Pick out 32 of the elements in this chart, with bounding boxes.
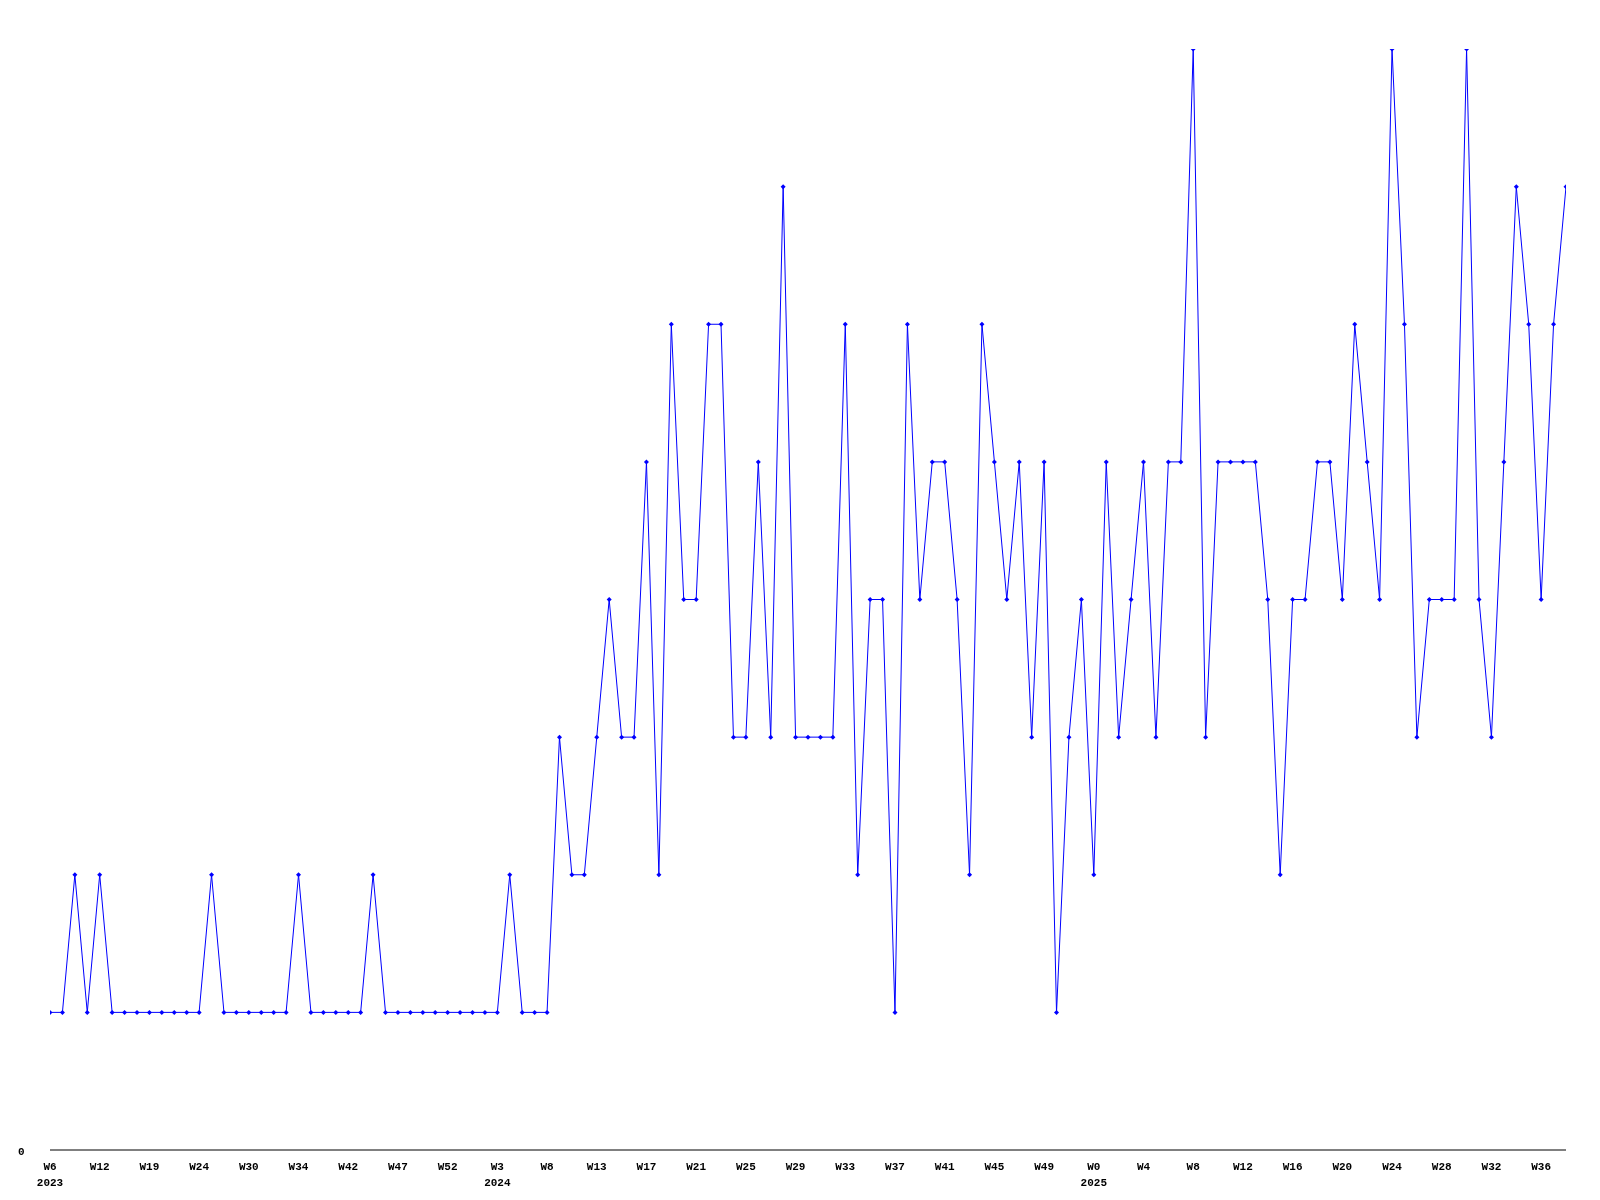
x-tick-label: W3 2024	[484, 1161, 511, 1189]
x-tick-label: W12	[1233, 1161, 1253, 1173]
x-tick-label: W47	[388, 1161, 408, 1173]
x-tick-label: W24	[1382, 1161, 1403, 1173]
x-tick-label: W16	[1282, 1161, 1303, 1173]
x-tick-label: W33	[835, 1161, 856, 1173]
x-tick-label: W37	[885, 1161, 905, 1173]
x-tick-label: W17	[636, 1161, 657, 1173]
x-tick-label: W8	[1186, 1161, 1201, 1173]
x-tick-label: W49	[1034, 1161, 1054, 1173]
x-tick-label: W13	[586, 1161, 608, 1173]
x-tick-label: W32	[1481, 1161, 1502, 1173]
x-tick-label: W52	[437, 1161, 458, 1173]
x-tick-label: W4	[1136, 1161, 1151, 1173]
text: 0	[18, 1146, 25, 1158]
x-tick-label: W19	[139, 1161, 160, 1173]
x-tick-label: W42	[338, 1161, 359, 1173]
x-tick-label: W6 2023	[36, 1161, 64, 1189]
x-tick-label: W45	[984, 1161, 1005, 1173]
x-tick-label: W8	[540, 1161, 555, 1173]
x-tick-label: W36	[1531, 1161, 1552, 1173]
x-tick-label: W0 2025	[1080, 1161, 1108, 1189]
x-tick-label: W28	[1431, 1161, 1453, 1173]
x-tick-label: W29	[785, 1161, 806, 1173]
x-tick-label: W30	[238, 1161, 259, 1173]
x-tick-label: W34	[288, 1161, 309, 1173]
x-tick-label: W41	[934, 1161, 955, 1173]
x-tick-label: W12	[89, 1161, 110, 1173]
x-tick-label: W25	[735, 1161, 757, 1173]
x-tick-label: W24	[189, 1161, 210, 1173]
x-tick-label: W21	[686, 1161, 707, 1173]
x-tick-label: W20	[1332, 1161, 1353, 1173]
